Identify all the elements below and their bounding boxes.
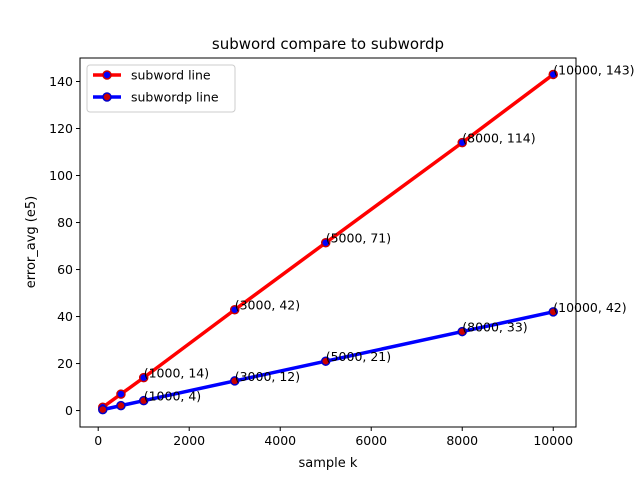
data-label: (1000, 4)	[144, 389, 201, 404]
data-point	[116, 400, 126, 411]
data-label: (5000, 21)	[326, 349, 391, 364]
y-tick-label: 140	[49, 74, 73, 89]
x-tick-label: 6000	[355, 433, 387, 448]
y-tick-label: 100	[49, 168, 73, 183]
x-tick-label: 2000	[173, 433, 205, 448]
data-point	[229, 376, 240, 386]
data-label: (8000, 114)	[462, 131, 535, 146]
data-point	[229, 304, 240, 315]
x-tick-label: 8000	[446, 433, 478, 448]
data-point	[116, 389, 126, 399]
legend: subword line subwordp line	[86, 64, 236, 113]
legend-box	[86, 64, 236, 113]
data-point	[548, 307, 558, 317]
data-label: (1000, 14)	[144, 366, 209, 381]
data-label: (3000, 42)	[235, 298, 300, 313]
plot-area	[79, 57, 577, 428]
axis-ticks: 0 2000 4000 6000 8000 10000 0 20 40 60 80 100 120 140	[49, 74, 573, 448]
x-tick-label: 4000	[264, 433, 296, 448]
data-point	[457, 326, 467, 337]
data-point	[138, 395, 149, 406]
data-label: (5000, 71)	[326, 231, 391, 246]
y-tick-label: 20	[57, 356, 73, 371]
y-tick-label: 60	[57, 262, 73, 277]
data-label: (3000, 12)	[235, 369, 300, 384]
y-tick-label: 80	[57, 215, 73, 230]
annotation-layer: (1000, 14) (3000, 42) (5000, 71) (8000, 114…	[144, 62, 635, 403]
data-point	[98, 404, 108, 415]
legend-marker	[102, 92, 112, 102]
x-tick-label: 10000	[533, 433, 573, 448]
y-tick-label: 120	[49, 121, 73, 136]
series-layer	[98, 69, 558, 415]
plot-frame	[79, 57, 577, 428]
data-point	[548, 69, 558, 80]
data-label: (10000, 42)	[553, 300, 626, 315]
data-point	[457, 137, 467, 148]
legend-marker	[102, 70, 112, 80]
y-tick-label: 0	[65, 403, 73, 418]
data-point	[320, 237, 331, 248]
legend-label: subwordp line	[131, 90, 219, 105]
y-tick-label: 40	[57, 309, 73, 324]
data-label: (10000, 143)	[553, 62, 634, 77]
data-point	[320, 356, 331, 366]
x-tick-label: 0	[94, 433, 102, 448]
chart-title: subword compare to subwordp	[212, 35, 444, 53]
data-point	[138, 372, 149, 383]
y-axis-label: error_avg (e5)	[24, 196, 39, 288]
legend-label: subword line	[131, 68, 211, 83]
data-label: (8000, 33)	[462, 320, 527, 335]
x-axis-label: sample k	[299, 456, 358, 471]
